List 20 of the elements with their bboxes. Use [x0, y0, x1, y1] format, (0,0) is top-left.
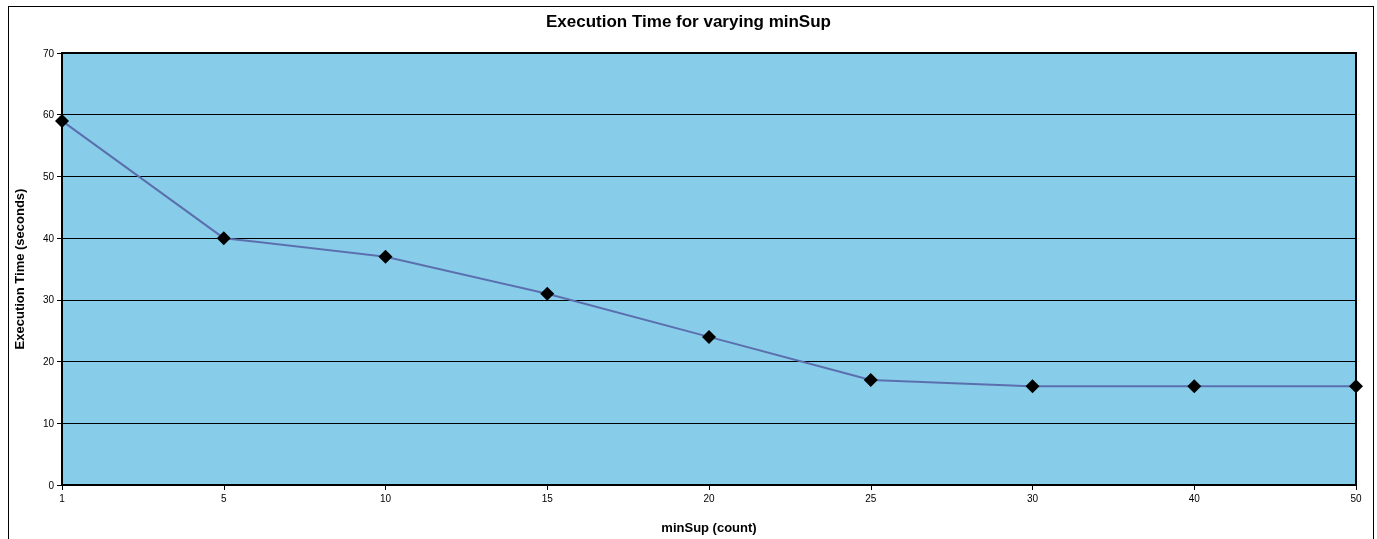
- x-tick-label: 30: [1026, 492, 1039, 504]
- y-tick-label: 70: [42, 47, 55, 59]
- y-tick-label: 30: [42, 294, 55, 306]
- y-tick-label: 40: [42, 232, 55, 244]
- y-tick-label: 50: [42, 170, 55, 182]
- x-tick-label: 50: [1350, 492, 1362, 504]
- x-tick-label: 40: [1188, 492, 1201, 504]
- y-tick-label: 20: [42, 356, 55, 368]
- y-axis-title: Execution Time (seconds): [12, 188, 27, 350]
- x-tick-label: 10: [379, 492, 392, 504]
- x-tick-label: 5: [220, 492, 227, 504]
- x-tick-label: 20: [703, 492, 715, 504]
- x-tick-label: 1: [59, 492, 66, 504]
- y-tick-label: 0: [48, 479, 55, 491]
- x-tick-label: 25: [865, 492, 877, 504]
- y-tick-label: 10: [42, 417, 55, 429]
- x-tick-label: 15: [541, 492, 554, 504]
- chart-title: Execution Time for varying minSup: [546, 12, 831, 31]
- y-tick-label: 60: [42, 109, 55, 121]
- x-axis-title: minSup (count): [661, 520, 757, 535]
